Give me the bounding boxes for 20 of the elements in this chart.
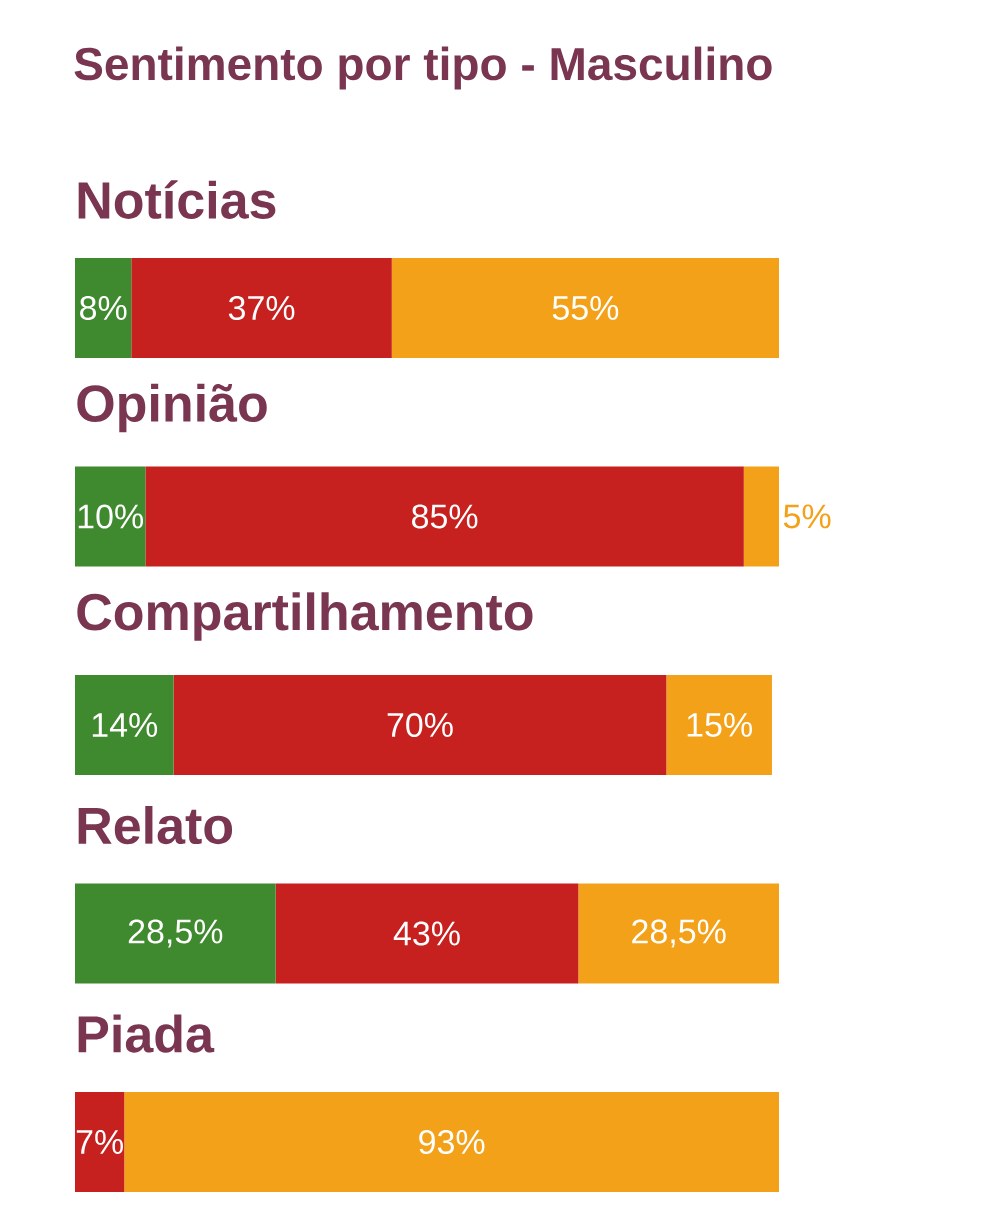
data-label: 55% (552, 296, 619, 320)
data-label: 7% (76, 1130, 123, 1154)
data-label: 43% (393, 921, 460, 946)
data-label: 70% (387, 712, 453, 738)
chart-title: Sentimento por tipo - Masculino (74, 46, 772, 90)
data-label: 85% (412, 504, 478, 529)
y-tick-label: Relato (78, 805, 233, 845)
y-tick-label: Notícias (78, 180, 276, 219)
data-label: 28,5% (632, 919, 726, 948)
data-label: 93% (419, 1129, 485, 1155)
data-label: 37% (228, 295, 295, 321)
data-label: 8% (80, 295, 127, 321)
data-label: 10% (78, 504, 143, 529)
data-label: 28,5% (128, 919, 223, 948)
y-tick-label: Opinião (77, 383, 267, 433)
y-tick-label: Compartilhamento (77, 592, 533, 641)
data-label: 5% (783, 504, 831, 529)
data-label: 15% (687, 713, 752, 737)
y-tick-label: Piada (78, 1014, 215, 1053)
data-label: 14% (92, 713, 158, 737)
